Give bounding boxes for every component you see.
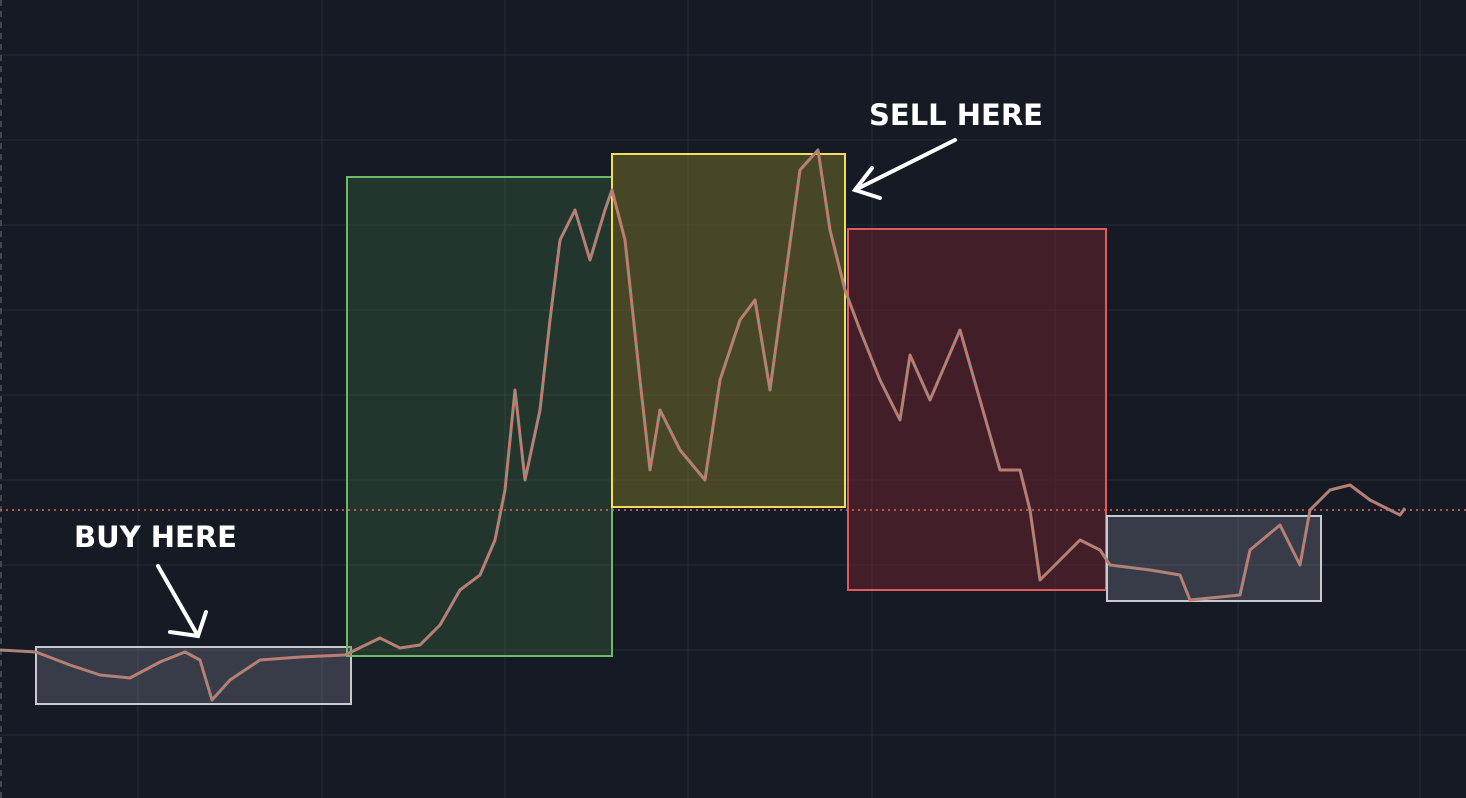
range-box	[847, 228, 1107, 591]
range-box	[346, 176, 613, 657]
price-trace	[0, 149, 1406, 701]
buy-label: BUY HERE	[74, 520, 237, 554]
sell-label: SELL HERE	[869, 98, 1043, 132]
sell-arrow	[851, 138, 957, 200]
arrow-shaft	[853, 138, 957, 192]
arrow-shaft	[156, 564, 200, 638]
range-box	[611, 153, 846, 508]
buy-arrow	[156, 564, 208, 639]
arrow-head	[168, 610, 208, 639]
range-box	[1106, 515, 1322, 602]
arrow-head	[851, 166, 882, 200]
